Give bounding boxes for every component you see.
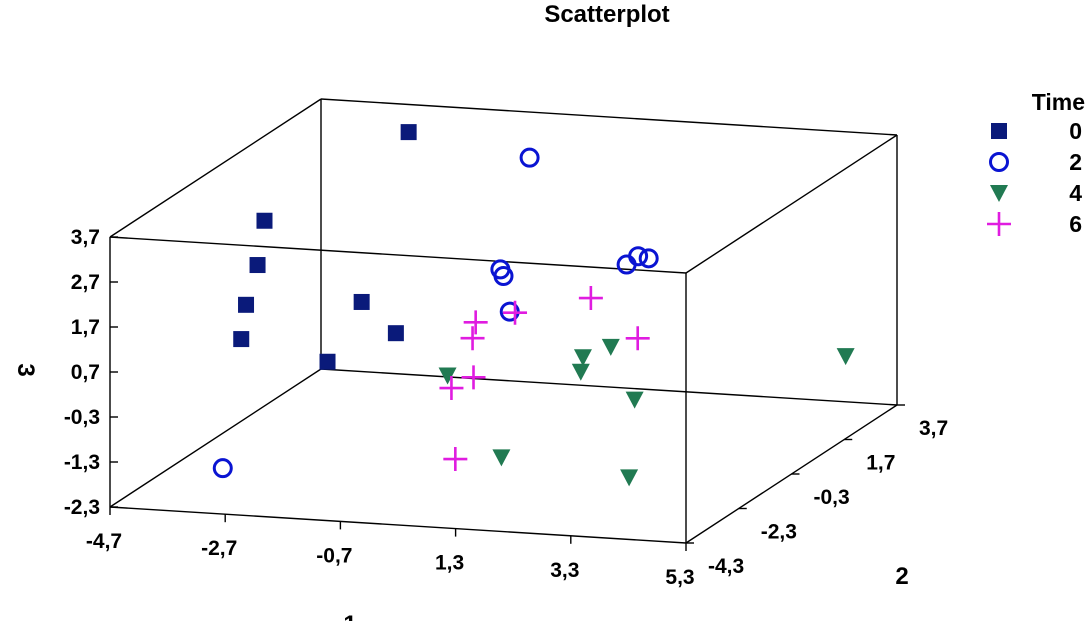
data-point-series-4 [571, 363, 590, 381]
z-axis-tick-label: -1,3 [64, 451, 100, 474]
data-point-series-0 [233, 331, 250, 348]
data-point-series-6 [461, 365, 486, 390]
frame-edge [320, 98, 898, 136]
x-axis-tick-label: -0,7 [316, 544, 352, 567]
data-point-series-6 [460, 326, 485, 351]
legend-label-0: 0 [1069, 118, 1082, 144]
axis-ticks: -4,7 -2,7 -0,7 1,3 3,3 5,3 -4,3 -2,3 -0,3 1,7 3,7 -… [64, 226, 948, 589]
chart-title: Scatterplot [544, 1, 669, 28]
data-point-series-2 [519, 147, 540, 168]
data-point-series-6 [578, 286, 603, 311]
legend-marker-4 [990, 185, 1008, 202]
frame-edge [109, 98, 322, 238]
data-point-series-2 [493, 266, 514, 286]
data-point-series-4 [620, 469, 639, 487]
data-point-series-0 [353, 293, 370, 310]
x-axis-tick-label: -2,7 [201, 537, 237, 560]
data-point-series-4 [601, 338, 620, 356]
x-axis-tick-label: 3,3 [550, 559, 579, 582]
data-point-series-6 [463, 310, 488, 335]
data-points [212, 124, 855, 487]
y-axis-label: 2 [895, 563, 908, 590]
data-point-series-2 [638, 248, 659, 269]
data-point-series-2 [212, 458, 233, 479]
z-axis-tick-label: -0,3 [64, 406, 100, 429]
data-point-series-6 [625, 326, 650, 351]
z-axis-tick-label: 1,7 [71, 316, 100, 339]
x-axis-label: 1 [343, 611, 356, 621]
x-axis-tick-label: -4,7 [86, 530, 122, 553]
frame-edge [109, 506, 687, 544]
z-axis-label: 3 [12, 363, 39, 376]
z-axis-tick-label: -2,3 [64, 496, 100, 519]
y-axis-tick-label: -0,3 [814, 486, 850, 509]
legend-marker-2 [989, 152, 1009, 172]
z-axis-tick-label: 3,7 [71, 226, 100, 249]
legend-label-6: 6 [1069, 211, 1082, 237]
data-point-series-4 [492, 449, 511, 467]
y-axis-tick-label: 1,7 [866, 452, 895, 475]
x-axis-tick-label: 5,3 [665, 566, 694, 589]
legend-label-4: 4 [1069, 180, 1082, 206]
legend-label-2: 2 [1069, 149, 1082, 175]
data-point-series-6 [439, 376, 464, 401]
data-point-series-6 [503, 300, 528, 325]
x-axis-tick-label: 1,3 [435, 552, 464, 575]
data-point-series-0 [400, 124, 417, 141]
z-axis-tick-label: 0,7 [71, 361, 100, 384]
data-point-series-4 [438, 367, 457, 385]
legend: Time 0 2 4 6 [987, 89, 1085, 237]
y-axis-tick-label: 3,7 [919, 417, 948, 440]
y-axis-tick-label: -4,3 [708, 555, 744, 578]
legend-title: Time [1032, 89, 1085, 115]
data-point-series-0 [249, 257, 266, 274]
data-point-series-0 [387, 325, 404, 342]
frame-edge [109, 368, 322, 508]
data-point-series-4 [625, 391, 644, 409]
data-point-series-6 [443, 447, 468, 472]
axis-box [109, 98, 898, 544]
frame-edge [685, 134, 898, 274]
data-point-series-2 [628, 246, 649, 267]
legend-marker-0 [991, 123, 1007, 139]
frame-edge [109, 236, 687, 274]
data-point-series-0 [238, 296, 255, 313]
y-axis-tick-label: -2,3 [761, 521, 797, 544]
frame-edge [320, 368, 898, 406]
data-point-series-0 [319, 353, 336, 370]
data-point-series-4 [836, 348, 855, 366]
data-point-series-0 [256, 212, 273, 229]
legend-marker-6 [987, 212, 1011, 236]
data-point-series-4 [573, 349, 592, 367]
z-axis-tick-label: 2,7 [71, 271, 100, 294]
